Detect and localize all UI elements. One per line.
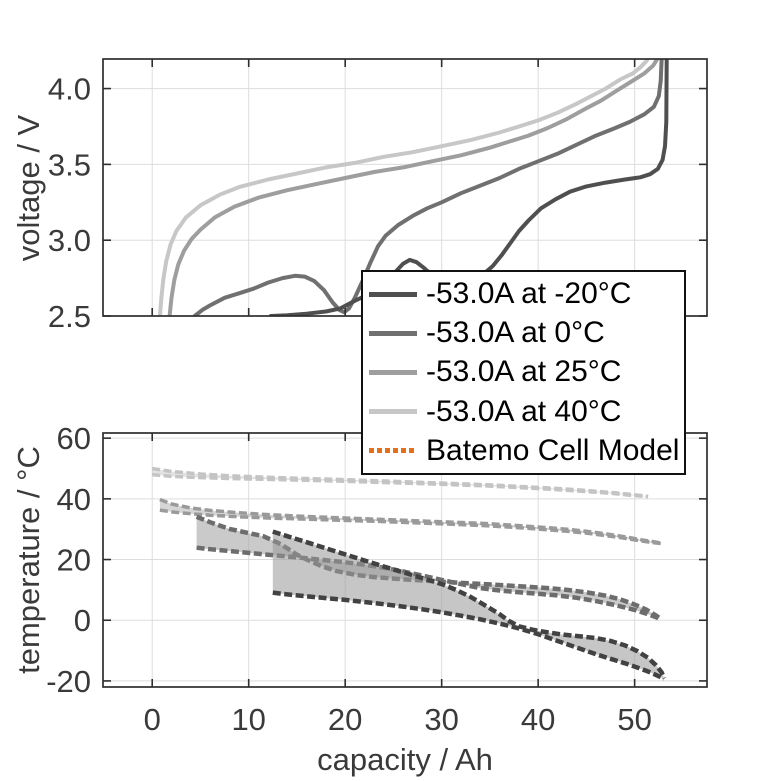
- y-tick-label: 2.5: [48, 299, 91, 334]
- series-line--53.0A at 25°C: [167, 59, 660, 316]
- legend-entry-minus20c: -53.0A at -20°C: [369, 275, 684, 313]
- band-lower-edge--53.0A at 40°C: [152, 472, 649, 499]
- legend-entry-0c: -53.0A at 0°C: [369, 314, 684, 352]
- temperature-plot: -20 0 20 40 60 0 10 20 30 40 50: [46, 421, 708, 737]
- series-line--53.0A at 0°C: [192, 59, 664, 316]
- x-tick-label: 10: [231, 702, 265, 737]
- y-tick-label: 3.0: [48, 223, 91, 258]
- y-tick-label: 20: [57, 543, 91, 578]
- y-tick-label: 0: [74, 603, 91, 638]
- band-lower-edge--53.0A at 0°C: [196, 545, 661, 621]
- series-line--53.0A at 40°C: [157, 59, 650, 316]
- y-tick-label: 40: [57, 482, 91, 517]
- legend-box: -53.0A at -20°C -53.0A at 0°C -53.0A at …: [361, 270, 686, 475]
- legend-entry-40c: -53.0A at 40°C: [369, 393, 684, 431]
- legend-line-swatch-0c: [369, 330, 417, 336]
- legend-line-swatch-25c: [369, 369, 417, 375]
- x-tick-label: 0: [144, 702, 161, 737]
- legend-entry-25c: -53.0A at 25°C: [369, 353, 684, 391]
- legend-label-0c: -53.0A at 0°C: [426, 316, 605, 350]
- band-fill--53.0A at -20°C: [272, 531, 665, 679]
- x-tick-label: 30: [424, 702, 458, 737]
- legend-label-25c: -53.0A at 25°C: [426, 355, 622, 389]
- legend-entry-batemo-model: Batemo Cell Model: [369, 432, 684, 470]
- band-upper-edge--53.0A at 25°C: [159, 497, 661, 545]
- legend-label-minus20c: -53.0A at -20°C: [426, 277, 632, 311]
- temperature-plot-tick-labels: -20 0 20 40 60 0 10 20 30 40 50: [46, 421, 652, 737]
- legend-line-swatch-minus20c: [369, 291, 417, 297]
- band-fill--53.0A at 25°C: [159, 499, 661, 544]
- y-tick-label: 3.5: [48, 147, 91, 182]
- x-tick-label: 50: [617, 702, 651, 737]
- band-upper-edge--53.0A at -20°C: [272, 529, 667, 680]
- band-lower-edge--53.0A at 25°C: [159, 508, 661, 546]
- x-tick-label: 20: [328, 702, 362, 737]
- band-lower-edge--53.0A at -20°C: [272, 590, 666, 681]
- legend-dotted-line-swatch-batemo: [369, 448, 417, 454]
- y-tick-label: 4.0: [48, 72, 91, 107]
- temperature-plot-data: [151, 466, 667, 681]
- y-tick-label: 60: [57, 421, 91, 456]
- legend-label-batemo-model: Batemo Cell Model: [426, 433, 680, 467]
- y-tick-label: -20: [46, 664, 91, 699]
- x-tick-label: 40: [521, 702, 555, 737]
- legend-line-swatch-40c: [369, 409, 417, 415]
- legend-label-40c: -53.0A at 40°C: [426, 394, 622, 428]
- voltage-plot-tick-labels: 2.5 3.0 3.5 4.0: [48, 72, 91, 334]
- band-upper-edge--53.0A at 0°C: [195, 514, 662, 620]
